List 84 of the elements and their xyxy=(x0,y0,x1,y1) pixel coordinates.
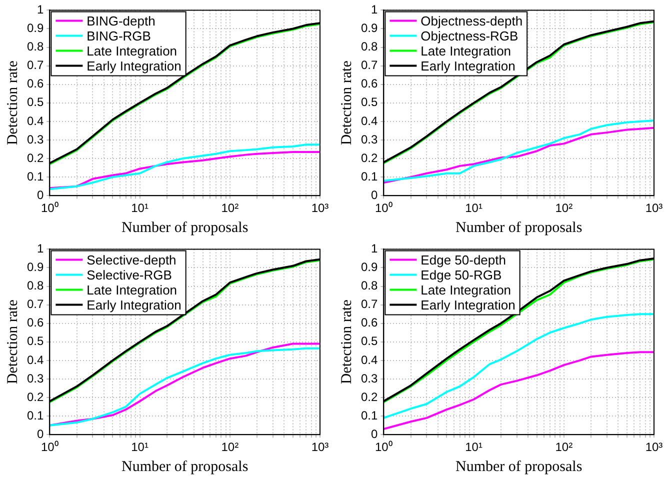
legend-label: BING-RGB xyxy=(86,28,151,44)
y-tick-label: 1 xyxy=(370,2,378,17)
x-tick-label: 10⁰ xyxy=(41,440,58,454)
y-tick-label: 0.6 xyxy=(360,316,378,330)
x-axis-title: Number of proposals xyxy=(456,220,582,236)
x-axis-title: Number of proposals xyxy=(456,458,582,475)
legend-label: Selective-RGB xyxy=(86,267,172,282)
y-tick-label: 0.6 xyxy=(26,76,44,91)
x-tick-label: 10⁰ xyxy=(41,201,58,216)
y-tick-label: 0.9 xyxy=(360,260,378,274)
y-axis-title: Detection rate xyxy=(338,60,355,146)
legend-label: Edge 50-depth xyxy=(420,252,506,268)
y-tick-label: 0.5 xyxy=(360,334,378,348)
legend-label: BING-depth xyxy=(86,13,156,28)
legend-label: Early Integration xyxy=(86,297,182,312)
x-axis-title: Number of proposals xyxy=(122,458,248,475)
y-tick-label: 0.8 xyxy=(26,40,44,54)
y-tick-label: 0.5 xyxy=(26,95,44,110)
x-tick-label: 10¹ xyxy=(465,201,482,216)
x-tick-label: 10¹ xyxy=(465,440,482,454)
y-axis-title: Detection rate xyxy=(4,299,21,384)
legend-label: Early Integration xyxy=(420,58,516,74)
x-axis-title: Number of proposals xyxy=(122,220,248,236)
y-tick-label: 0.4 xyxy=(360,352,378,367)
y-tick-label: 0.6 xyxy=(26,316,44,330)
legend-label: Early Integration xyxy=(86,58,182,74)
y-tick-label: 0.5 xyxy=(26,334,44,348)
x-tick-label: 10³ xyxy=(645,440,663,454)
y-tick-label: 0.2 xyxy=(26,390,44,404)
y-tick-label: 0.2 xyxy=(360,390,378,404)
x-tick-label: 10² xyxy=(555,440,573,454)
y-tick-label: 0.3 xyxy=(360,371,378,386)
x-tick-label: 10⁰ xyxy=(375,440,392,454)
y-axis-title: Detection rate xyxy=(4,60,21,146)
y-tick-label: 0.8 xyxy=(360,278,378,293)
y-tick-label: 0.3 xyxy=(26,371,44,386)
y-tick-label: 0.1 xyxy=(26,408,44,422)
y-tick-label: 0.7 xyxy=(360,58,378,72)
x-tick-label: 10³ xyxy=(311,440,329,454)
y-tick-label: 0.1 xyxy=(26,169,44,184)
y-tick-label: 0.5 xyxy=(360,95,378,110)
y-tick-label: 0.7 xyxy=(360,297,378,312)
x-tick-label: 10² xyxy=(555,201,573,216)
legend-label: Late Integration xyxy=(86,43,178,58)
y-tick-label: 0 xyxy=(36,426,44,441)
y-tick-label: 0.4 xyxy=(360,114,378,128)
y-tick-label: 0 xyxy=(370,426,378,441)
y-tick-label: 0.1 xyxy=(360,169,378,184)
legend-label: Early Integration xyxy=(420,297,516,312)
y-tick-label: 0.2 xyxy=(26,150,44,165)
legend-label: Objectness-RGB xyxy=(420,28,518,44)
legend-label: Objectness-depth xyxy=(420,13,523,28)
y-tick-label: 0.7 xyxy=(26,58,44,72)
y-tick-label: 0.6 xyxy=(360,76,378,91)
y-tick-label: 0.9 xyxy=(26,21,44,36)
y-tick-label: 1 xyxy=(36,2,44,17)
legend-label: Late Integration xyxy=(420,43,512,58)
x-tick-label: 10² xyxy=(221,440,239,454)
y-tick-label: 0.7 xyxy=(26,297,44,312)
y-tick-label: 0.2 xyxy=(360,150,378,165)
y-tick-label: 0.3 xyxy=(26,132,44,146)
y-tick-label: 0.8 xyxy=(26,278,44,293)
x-tick-label: 10¹ xyxy=(131,201,148,216)
y-tick-label: 0.3 xyxy=(360,132,378,146)
legend-label: Edge 50-RGB xyxy=(420,267,502,282)
y-tick-label: 1 xyxy=(370,242,378,256)
x-tick-label: 10² xyxy=(221,201,239,216)
y-tick-label: 0 xyxy=(370,188,378,202)
y-tick-label: 0.4 xyxy=(26,114,44,128)
legend-label: Late Integration xyxy=(420,282,512,298)
y-tick-label: 0.9 xyxy=(360,21,378,36)
y-tick-label: 0.4 xyxy=(26,352,44,367)
y-tick-label: 0.1 xyxy=(360,408,378,422)
y-axis-title: Detection rate xyxy=(338,299,355,384)
legend-label: Late Integration xyxy=(86,282,178,298)
x-tick-label: 10⁰ xyxy=(375,201,392,216)
x-tick-label: 10¹ xyxy=(131,440,148,454)
y-tick-label: 0 xyxy=(36,188,44,202)
y-tick-label: 1 xyxy=(36,242,44,256)
x-tick-label: 10³ xyxy=(645,201,663,216)
x-tick-label: 10³ xyxy=(311,201,329,216)
y-tick-label: 0.9 xyxy=(26,260,44,274)
y-tick-label: 0.8 xyxy=(360,40,378,54)
legend-label: Selective-depth xyxy=(86,252,176,268)
